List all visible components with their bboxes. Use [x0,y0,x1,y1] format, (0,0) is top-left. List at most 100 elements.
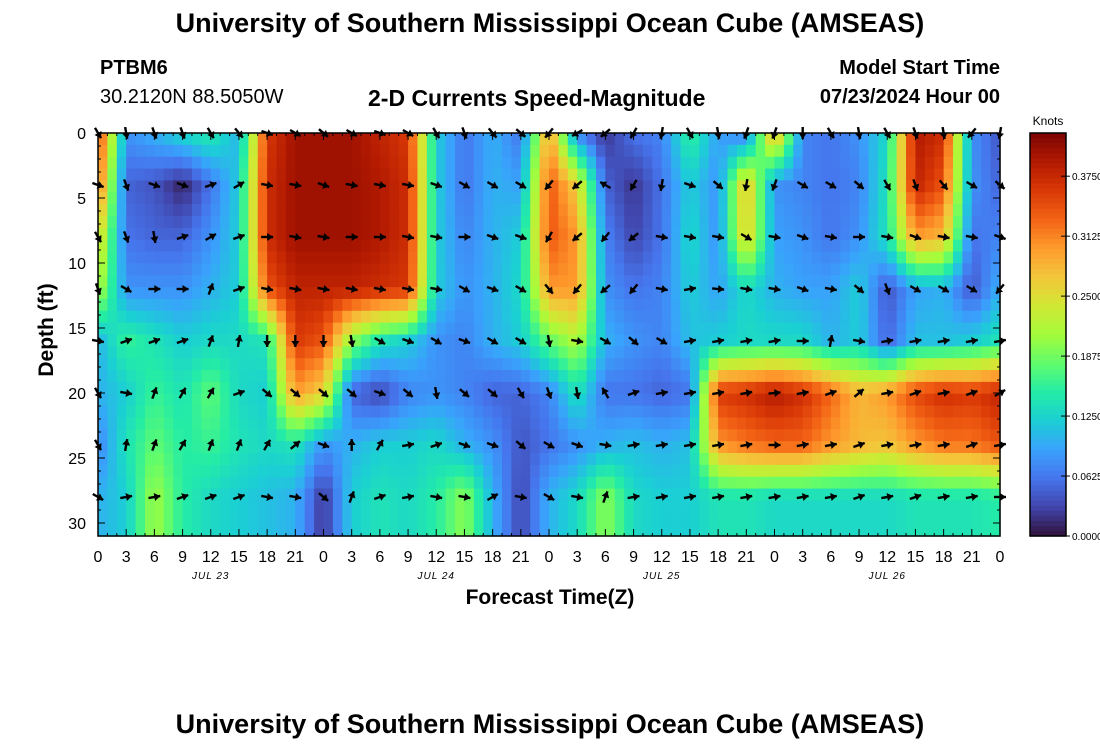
heatmap-cell [173,263,184,276]
heatmap-cell [586,381,597,395]
heatmap-cell [849,227,860,241]
heatmap-cell [436,227,447,241]
heatmap-cell [830,429,841,442]
heatmap-cell [736,488,747,502]
heatmap-cell [840,168,851,182]
current-arrow [883,179,892,191]
heatmap-cell [830,322,841,336]
heatmap-cell [802,287,813,300]
heatmap-cell [577,310,588,324]
current-arrow [373,493,386,501]
heatmap-cell [821,192,832,205]
heatmap-cell [304,381,315,395]
heatmap-cell [98,156,108,170]
heatmap-cell [229,204,240,217]
heatmap-cell [445,334,456,347]
heatmap-cell [464,144,475,158]
heatmap-cell [859,405,870,419]
heatmap-cell [191,204,202,217]
heatmap-cell [285,464,296,478]
heatmap-cell [953,156,964,170]
colorbar-segment [1030,399,1066,406]
heatmap-cell [323,417,334,430]
heatmap-cell [549,168,559,182]
heatmap-cell [755,192,766,205]
heatmap-cell [314,393,325,407]
heatmap-cell [558,370,569,383]
heatmap-cell [877,298,888,312]
heatmap-cell [849,405,860,419]
current-arrow [458,493,471,501]
heatmap-cell [98,358,108,371]
heatmap-cell [953,405,964,419]
heatmap-cell [652,156,663,170]
heatmap-cell [755,405,766,419]
heatmap-cell [126,168,137,182]
heatmap-cell [765,346,776,359]
heatmap-cell [990,405,1001,419]
heatmap-cell [154,192,165,205]
heatmap-cell [783,144,794,158]
heatmap-cell [624,381,635,395]
heatmap-cell [511,133,522,146]
heatmap-cell [492,476,503,490]
heatmap-cell [370,524,381,537]
heatmap-cell [408,429,419,442]
heatmap-cell [567,370,578,383]
heatmap-cell [765,310,776,324]
heatmap-cell [765,405,776,419]
current-arrow [430,233,443,241]
heatmap-cell [934,381,945,395]
current-arrow [289,493,302,501]
heatmap-cell [577,275,588,288]
heatmap-cell [464,476,475,490]
heatmap-cell [765,227,776,241]
heatmap-cell [849,168,860,182]
heatmap-cell [821,144,832,158]
heatmap-cell [98,464,108,478]
heatmap-cell [126,524,137,537]
heatmap-cell [765,275,776,288]
current-arrow [826,334,835,348]
current-arrow [655,493,668,501]
heatmap-cell [436,310,447,324]
heatmap-cell [473,405,484,419]
heatmap-cell [276,370,287,383]
heatmap-cell [379,512,390,525]
heatmap-cell [257,204,268,217]
current-arrow [824,493,837,501]
heatmap-cell [267,441,278,454]
heatmap-cell [830,334,841,347]
heatmap-cell [558,524,569,537]
heatmap-cell [934,227,945,241]
heatmap-cell [408,310,419,324]
heatmap-cell [840,133,851,146]
heatmap-cell [248,287,259,300]
current-arrow [318,492,329,502]
heatmap-cell [483,417,494,430]
heatmap-cell [896,524,907,537]
heatmap-cell [351,381,362,395]
heatmap-cell [539,417,550,430]
heatmap-cell [614,287,625,300]
heatmap-cell [642,251,653,264]
heatmap-cell [718,476,729,490]
heatmap-cell [229,298,240,312]
heatmap-cell [408,405,419,419]
heatmap-cell [953,144,964,158]
current-arrow [148,285,161,293]
heatmap-cell [361,417,372,430]
heatmap-cell [849,133,860,146]
heatmap-cell [821,500,832,513]
heatmap-cell [445,239,456,253]
heatmap-cell [295,441,306,454]
heatmap-cell [953,204,964,217]
heatmap-cell [689,322,700,336]
heatmap-cell [661,429,672,442]
heatmap-cell [577,381,588,395]
heatmap-cell [530,405,541,419]
heatmap-cell [342,417,353,430]
current-arrow [740,285,753,293]
current-arrow [317,181,330,189]
heatmap-cell [323,500,334,513]
